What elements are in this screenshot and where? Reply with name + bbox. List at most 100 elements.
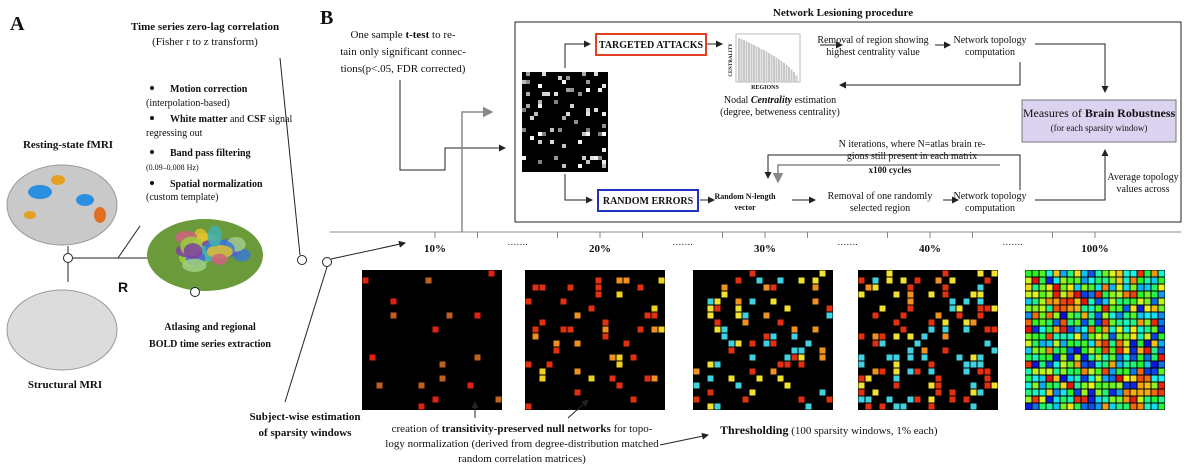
- matrix-cell: [603, 327, 609, 333]
- step-text: gions still present in each matrix: [847, 151, 977, 162]
- matrix-cell: [1131, 348, 1137, 354]
- matrix-cell: [602, 84, 606, 88]
- matrix-cell: [1152, 341, 1158, 347]
- matrix-cell: [631, 397, 637, 403]
- matrix-cell: [757, 278, 763, 284]
- matrix-cell: [1096, 313, 1102, 319]
- matrix-cell: [1152, 285, 1158, 291]
- matrix-cell: [652, 306, 658, 312]
- matrix-cell: [799, 278, 805, 284]
- matrix-cell: [578, 164, 582, 168]
- matrix-cell: [887, 397, 893, 403]
- matrix-cell: [554, 341, 560, 347]
- matrix-cell: [1117, 285, 1123, 291]
- matrix-cell: [582, 156, 586, 160]
- matrix-cell: [526, 362, 532, 368]
- matrix-cell: [943, 292, 949, 298]
- matrix-cell: [1117, 271, 1123, 277]
- matrix-cell: [1131, 383, 1137, 389]
- matrix-cell: [1089, 313, 1095, 319]
- matrix-cell: [1096, 404, 1102, 410]
- step-text: Network topology: [953, 191, 1026, 202]
- matrix-cell: [1054, 404, 1060, 410]
- matrix-cell: [566, 76, 570, 80]
- matrix-cell: [652, 313, 658, 319]
- matrix-cell: [1138, 292, 1144, 298]
- connector-node: [298, 256, 307, 265]
- correlation-matrix: [522, 72, 608, 172]
- matrix-cell: [1047, 306, 1053, 312]
- matrix-cell: [1061, 285, 1067, 291]
- matrix-cell: [1124, 313, 1130, 319]
- ttest-text: tain only significant connec-: [340, 46, 466, 58]
- matrix-cell: [1047, 348, 1053, 354]
- step-text: N iterations, where N=atlas brain re-: [839, 139, 986, 150]
- matrix-bg: [693, 270, 833, 410]
- bar: [766, 52, 768, 82]
- matrix-cell: [1124, 278, 1130, 284]
- matrix-cell: [1096, 320, 1102, 326]
- step-text: and: [227, 114, 246, 125]
- matrix-cell: [526, 72, 530, 76]
- matrix-cell: [540, 369, 546, 375]
- matrix-cell: [827, 306, 833, 312]
- matrix-cell: [1047, 404, 1053, 410]
- text-bold: Brain Robustness: [1085, 106, 1176, 120]
- matrix-cell: [1026, 383, 1032, 389]
- matrix-cell: [1131, 334, 1137, 340]
- matrix-cell: [526, 80, 530, 84]
- matrix-cell: [1089, 348, 1095, 354]
- matrix-cell: [433, 327, 439, 333]
- matrix-cell: [1026, 271, 1032, 277]
- matrix-cell: [1047, 397, 1053, 403]
- matrix-cell: [575, 341, 581, 347]
- matrix-cell: [1075, 320, 1081, 326]
- thresholded-matrices: [362, 270, 1165, 410]
- matrix-cell: [1089, 320, 1095, 326]
- matrix-cell: [617, 355, 623, 361]
- bar: [776, 58, 778, 82]
- matrix-cell: [1089, 390, 1095, 396]
- matrix-cell: [566, 112, 570, 116]
- matrix-cell: [1145, 341, 1151, 347]
- matrix-cell: [1117, 355, 1123, 361]
- matrix-bg: [362, 270, 502, 410]
- connector-node: [191, 288, 200, 297]
- matrix-cell: [715, 299, 721, 305]
- matrix-cell: [1117, 327, 1123, 333]
- matrix-cell: [1145, 271, 1151, 277]
- matrix-cell: [887, 278, 893, 284]
- matrix-cell: [574, 120, 578, 124]
- matrix-cell: [526, 104, 530, 108]
- matrix-cell: [1040, 306, 1046, 312]
- matrix-cell: [820, 348, 826, 354]
- matrix-cell: [1152, 376, 1158, 382]
- matrix-cell: [533, 327, 539, 333]
- matrix-cell: [929, 362, 935, 368]
- matrix-cell: [880, 306, 886, 312]
- matrix-cell: [764, 313, 770, 319]
- matrix-cell: [1152, 292, 1158, 298]
- matrix-cell: [827, 397, 833, 403]
- matrix-cell: [971, 355, 977, 361]
- null-text: logy normalization (derived from degree-…: [385, 438, 659, 450]
- label: BOLD time series extraction: [149, 339, 271, 350]
- step-text: vector: [734, 203, 756, 212]
- box-label: TARGETED ATTACKS: [599, 40, 704, 51]
- matrix-cell: [1117, 369, 1123, 375]
- matrix-cell: [922, 348, 928, 354]
- matrix-cell: [1110, 299, 1116, 305]
- matrix-cell: [1026, 299, 1032, 305]
- matrix-cell: [1131, 390, 1137, 396]
- matrix-cell: [602, 164, 606, 168]
- matrix-cell: [1159, 397, 1165, 403]
- matrix-cell: [1061, 390, 1067, 396]
- matrix-cell: [694, 383, 700, 389]
- matrix-cell: [908, 285, 914, 291]
- matrix-cell: [1152, 320, 1158, 326]
- matrix-cell: [1068, 362, 1074, 368]
- matrix-cell: [971, 383, 977, 389]
- matrix-cell: [859, 292, 865, 298]
- matrix-cell: [978, 306, 984, 312]
- matrix-cell: [1054, 299, 1060, 305]
